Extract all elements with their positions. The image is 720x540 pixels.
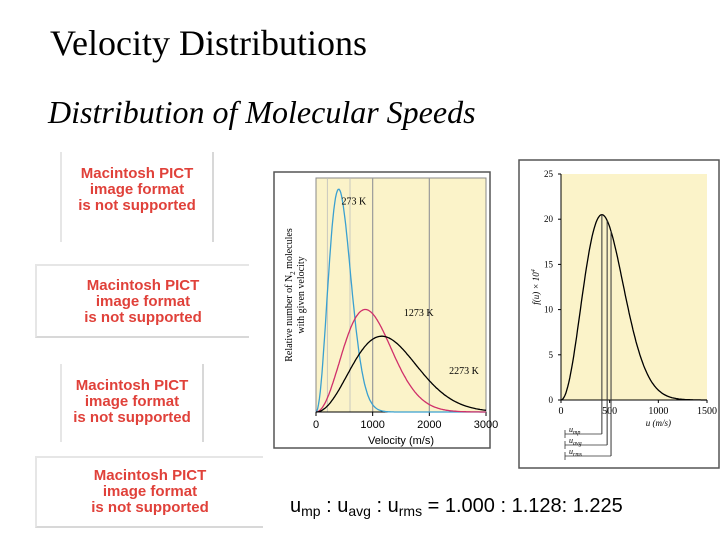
y-tick-label: 15 — [544, 259, 554, 269]
y-axis-label-line2: with given velocity — [296, 256, 307, 333]
speed-marker-label: urms — [569, 447, 583, 458]
speed-marker-label: ump — [569, 425, 580, 436]
speed-marker-symbol: u — [569, 436, 573, 445]
speed-distribution-chart: 0 5 10 15 20 25 0 500 1000 1500 u (m/s) f(u) × 104 u… — [518, 159, 720, 469]
slide-subtitle: Distribution of Molecular Speeds — [48, 94, 476, 130]
pict-line: is not supported — [84, 308, 202, 326]
speed-marker-sub: avg — [573, 441, 582, 447]
y-axis-label-part: f(u) × 10 — [531, 272, 541, 305]
ratio-sep: : — [320, 495, 338, 517]
series-line — [315, 308, 486, 413]
x-axis-label: Velocity (m/s) — [368, 435, 434, 447]
pict-line: image format — [95, 292, 191, 310]
x-tick-label: 1500 — [697, 406, 717, 417]
x-tick-label: 2000 — [417, 419, 441, 431]
pict-line: Macintosh PICT — [93, 467, 207, 484]
pict-line: is not supported — [78, 196, 196, 214]
speed-ratio-equation: ump : uavg : urms = 1.000 : 1.128: 1.225 — [290, 495, 623, 519]
y-axis-label-part: molecules — [284, 228, 295, 271]
pict-line: Macintosh PICT — [80, 165, 194, 182]
ratio-sub: mp — [301, 503, 321, 519]
pict-line: Macintosh PICT — [86, 277, 200, 294]
y-tick-label: 5 — [549, 350, 554, 360]
speed-marker-sub: mp — [573, 430, 580, 436]
y-axis-label-sub: 2 — [289, 271, 297, 275]
x-axis-label: u (m/s) — [646, 418, 671, 428]
speed-marker-sub: rms — [573, 452, 583, 458]
velocity-distribution-chart: 0 1000 2000 3000 Velocity (m/s) Relative numb… — [273, 171, 498, 449]
series-line — [560, 214, 707, 401]
ratio-rest: = 1.000 : 1.128: 1.225 — [422, 495, 623, 517]
series-label: 273 K — [342, 197, 368, 208]
x-tick-label: 0 — [559, 406, 564, 417]
x-tick-label: 1000 — [360, 419, 384, 431]
x-tick-label: 3000 — [474, 419, 498, 431]
y-axis-label-sup: 4 — [530, 269, 537, 272]
y-axis-label: f(u) × 104 — [530, 269, 541, 305]
y-axis-label: Relative number of N2 molecules — [284, 228, 297, 362]
ratio-u: u — [337, 495, 349, 517]
pict-line: image format — [84, 392, 180, 410]
series-label: 2273 K — [449, 366, 480, 377]
x-tick-label: 500 — [602, 406, 617, 417]
ratio-sub: avg — [348, 503, 371, 519]
y-tick-label: 0 — [549, 395, 554, 405]
ratio-u: u — [290, 495, 302, 517]
y-tick-label: 20 — [544, 214, 554, 224]
slide-title: Velocity Distributions — [50, 23, 367, 63]
ratio-sep: : — [370, 495, 388, 517]
pict-placeholder: Macintosh PICT image format is not suppo… — [35, 456, 263, 528]
plot-area — [561, 174, 707, 400]
speed-marker-symbol: u — [569, 447, 573, 456]
pict-placeholder: Macintosh PICT image format is not suppo… — [35, 264, 249, 338]
speed-marker-symbol: u — [569, 425, 573, 434]
pict-line: image format — [89, 180, 185, 198]
pict-line: Macintosh PICT — [75, 377, 189, 394]
pict-line: is not supported — [91, 498, 209, 516]
series-line — [316, 335, 487, 413]
pict-line: is not supported — [73, 408, 191, 426]
pict-placeholder: Macintosh PICT image format is not suppo… — [60, 152, 214, 242]
series-label: 1273 K — [404, 308, 435, 319]
y-tick-label: 25 — [544, 169, 554, 179]
x-tick-label: 1000 — [648, 406, 668, 417]
ratio-sub: rms — [398, 503, 423, 519]
pict-placeholder: Macintosh PICT image format is not suppo… — [60, 364, 204, 442]
y-tick-label: 10 — [544, 305, 554, 315]
x-tick-label: 0 — [313, 419, 319, 431]
speed-marker-label: uavg — [569, 436, 582, 447]
pict-line: image format — [102, 482, 198, 500]
y-axis-label-part: Relative number of N — [284, 275, 295, 362]
ratio-u: u — [387, 495, 399, 517]
